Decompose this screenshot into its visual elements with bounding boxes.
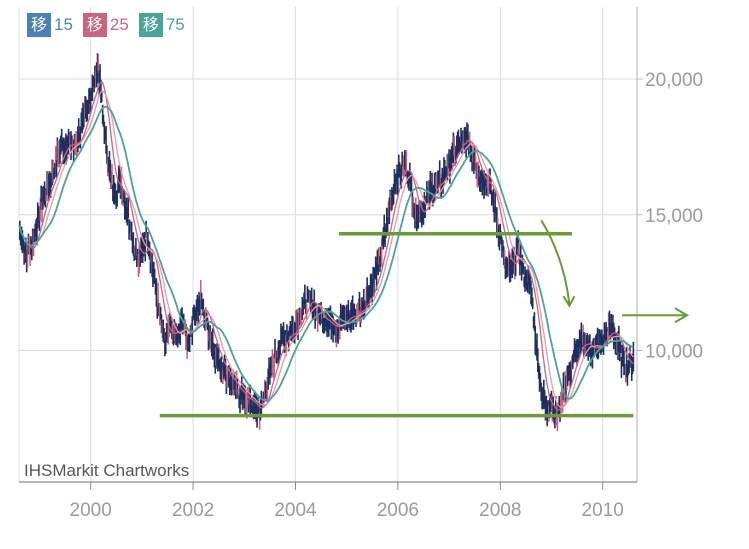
right-arrow-head-icon <box>674 307 689 324</box>
y-tick-label: 10,000 <box>645 342 703 363</box>
legend-item-25: 移 25 <box>82 13 129 37</box>
down-arrow-icon <box>540 219 571 305</box>
legend-item-15: 移 15 <box>27 13 73 37</box>
x-tick-label: 2008 <box>479 500 521 521</box>
legend-swatch-icon: 移 <box>27 13 51 37</box>
legend-label: 75 <box>165 15 185 34</box>
chart-watermark: IHSMarkit Chartworks <box>24 461 190 480</box>
x-tick-label: 2000 <box>70 500 112 521</box>
legend-item-75: 移 75 <box>138 13 185 37</box>
y-tick-label: 20,000 <box>645 70 703 91</box>
y-tick-label: 15,000 <box>645 206 703 227</box>
x-tick-label: 2010 <box>582 500 624 521</box>
legend-label: 25 <box>109 15 129 34</box>
legend-label: 15 <box>54 15 73 34</box>
ma75-line <box>18 105 634 402</box>
legend-swatch-icon: 移 <box>82 13 107 37</box>
x-tick-label: 2004 <box>274 500 317 521</box>
x-tick-label: 2002 <box>172 500 214 521</box>
legend-swatch-icon: 移 <box>138 13 163 37</box>
chart-legend: 移 15 移 25 移 75 <box>27 13 185 37</box>
down-arrow-head-icon <box>562 295 576 308</box>
ma15-line <box>18 81 634 411</box>
x-tick-label: 2006 <box>377 500 419 521</box>
